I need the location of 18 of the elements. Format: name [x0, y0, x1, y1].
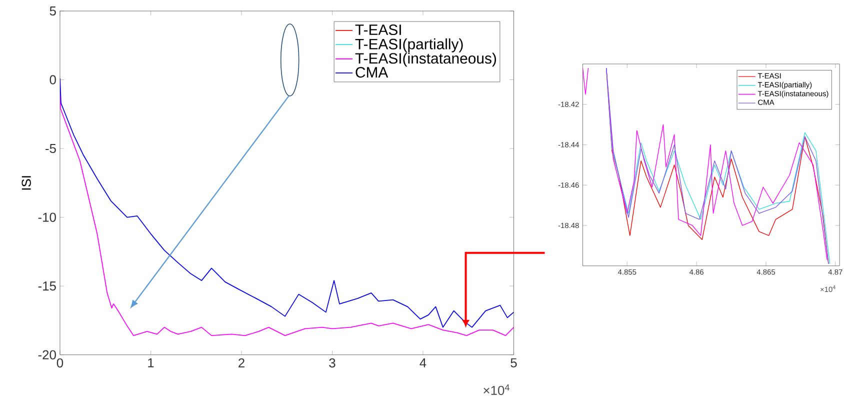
x-tick-label: 2: [238, 358, 244, 368]
legend-label: T-EASI(instataneous): [355, 52, 496, 67]
x-tick-label: 3: [329, 358, 336, 368]
y-tick-label: 0: [50, 75, 56, 84]
legend-label: CMA: [356, 67, 388, 78]
x-tick-label: 4: [420, 358, 426, 368]
legend-label: T-EASI(partially): [355, 38, 463, 52]
y-tick-label: -15: [38, 282, 56, 291]
y-tick-label: -10: [38, 212, 56, 222]
text: ×10$^{4}$: [484, 384, 510, 396]
legend-label: T-EASI: [355, 24, 401, 36]
y-axis-title: ISI: [22, 176, 31, 190]
y-tick-label: -5: [46, 144, 56, 154]
x-tick-label: 5: [510, 358, 517, 368]
y-tick-label: -20: [38, 350, 56, 360]
x-tick-label: 0: [56, 358, 64, 368]
x-tick-label: 1: [148, 358, 154, 368]
y-tick-label: 5: [50, 6, 56, 16]
